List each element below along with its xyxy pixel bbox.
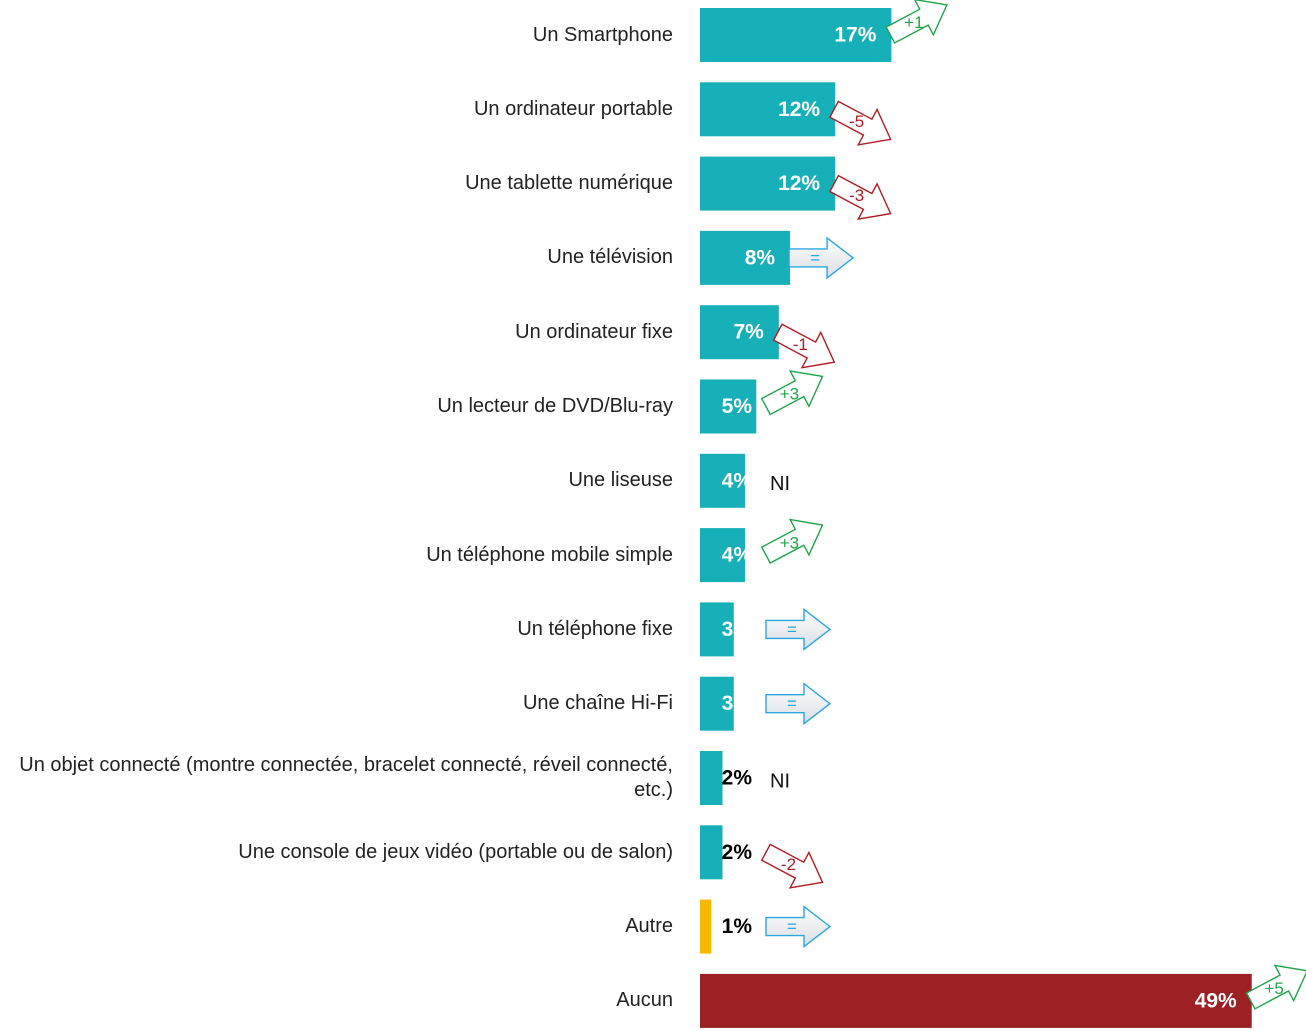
- category-label: Un lecteur de DVD/Blu-ray: [437, 395, 673, 417]
- category-label: Un ordinateur fixe: [515, 320, 673, 343]
- value-label: 2%: [722, 767, 753, 790]
- change-arrow: =: [765, 682, 832, 726]
- change-label: +3: [780, 385, 799, 404]
- category-label: Un ordinateur portable: [473, 97, 673, 120]
- category-label-box: Aucun: [616, 989, 673, 1012]
- value-label: 1%: [722, 915, 753, 938]
- change-label: -1: [793, 335, 808, 354]
- value-label: 7%: [733, 321, 764, 344]
- bar: [700, 751, 723, 805]
- value-label: 2%: [722, 841, 753, 864]
- bar: [700, 82, 836, 137]
- value-label: 5%: [722, 395, 753, 418]
- bar: [700, 899, 712, 954]
- category-label-box: Un ordinateur fixe: [515, 320, 673, 343]
- change-label: NI: [770, 770, 790, 792]
- change-label: =: [810, 248, 820, 267]
- bar: [700, 8, 892, 62]
- arrow-shape: [788, 236, 855, 280]
- change-arrow: -1: [772, 323, 836, 369]
- value-label: 17%: [834, 24, 876, 47]
- value-label: 49%: [1195, 989, 1237, 1012]
- change-label: =: [787, 620, 797, 639]
- change-arrow: =: [765, 607, 832, 651]
- arrow-shape: [765, 607, 832, 651]
- arrow-shape: [765, 682, 832, 726]
- change-label: =: [787, 917, 797, 936]
- arrow-shape: [760, 843, 824, 889]
- category-label-box: Une tablette numérique: [465, 172, 673, 195]
- category-label: Un Smartphone: [532, 23, 673, 46]
- bar: [700, 156, 836, 211]
- category-label-box: Un téléphone fixe: [517, 617, 673, 640]
- category-label: Une télévision: [547, 246, 673, 269]
- category-label: Un téléphone fixe: [517, 617, 673, 640]
- category-label-box: Une chaîne Hi-Fi: [522, 692, 673, 715]
- category-label-box: Une télévision: [547, 246, 673, 269]
- bar: [700, 676, 734, 731]
- change-arrow: =: [765, 905, 832, 949]
- bar: [700, 453, 746, 508]
- change-label: -2: [781, 855, 796, 874]
- category-label: Une liseuse: [568, 469, 673, 492]
- change-label: +1: [904, 13, 923, 32]
- category-label-box: Un objet connecté (montre connectée, bra…: [19, 754, 673, 801]
- category-label-box: Une console de jeux vidéo (portable ou d…: [238, 840, 673, 863]
- category-label: Aucun: [616, 989, 673, 1012]
- change-arrow: +3: [760, 370, 824, 416]
- arrow-shape: [760, 370, 824, 416]
- category-label-box: Autre: [625, 915, 673, 938]
- arrow-shape: [885, 0, 948, 44]
- category-label-box: Un ordinateur portable: [473, 97, 673, 120]
- bar: [700, 528, 746, 583]
- change-label: +3: [780, 533, 799, 552]
- value-label: 4%: [722, 469, 753, 492]
- category-label-box: Un lecteur de DVD/Blu-ray: [437, 395, 673, 417]
- bar: [700, 825, 723, 880]
- change-arrow: =: [788, 236, 855, 280]
- category-label: Un objet connecté (montre connectée, bra…: [19, 754, 673, 801]
- category-label: Autre: [625, 915, 673, 938]
- category-label-box: Un téléphone mobile simple: [426, 543, 673, 566]
- value-label: 12%: [778, 98, 820, 121]
- arrow-shape: [760, 518, 824, 564]
- bar: [700, 973, 1252, 1028]
- change-label: NI: [770, 473, 790, 495]
- bar: [700, 602, 734, 657]
- bar: [700, 379, 757, 434]
- category-label-box: Un Smartphone: [532, 23, 673, 46]
- change-arrow: -3: [828, 174, 892, 221]
- value-label: 8%: [745, 246, 776, 269]
- value-label: 3%: [722, 618, 753, 641]
- category-label: Une console de jeux vidéo (portable ou d…: [238, 840, 673, 863]
- value-label: 3%: [722, 692, 753, 715]
- arrow-shape: [828, 174, 892, 221]
- change-label: =: [787, 694, 797, 713]
- change-label: +5: [1264, 979, 1283, 998]
- change-arrow: +3: [760, 518, 824, 564]
- arrow-shape: [772, 323, 836, 369]
- change-label: -5: [849, 112, 864, 131]
- arrow-shape: [828, 100, 892, 146]
- category-label: Un téléphone mobile simple: [426, 543, 673, 566]
- bar: [700, 230, 791, 285]
- bar: [700, 305, 779, 360]
- change-arrow: -2: [760, 843, 824, 889]
- value-label: 12%: [778, 172, 820, 195]
- change-arrow: +1: [885, 0, 948, 44]
- change-arrow: +5: [1245, 964, 1306, 1010]
- category-label: Une tablette numérique: [465, 172, 673, 195]
- category-label-box: Une liseuse: [568, 469, 673, 492]
- change-arrow: -5: [828, 100, 892, 146]
- arrow-shape: [765, 905, 832, 949]
- change-label: -3: [849, 186, 864, 205]
- category-label: Une chaîne Hi-Fi: [522, 692, 673, 715]
- value-label: 4%: [722, 544, 753, 567]
- arrow-shape: [1245, 964, 1306, 1010]
